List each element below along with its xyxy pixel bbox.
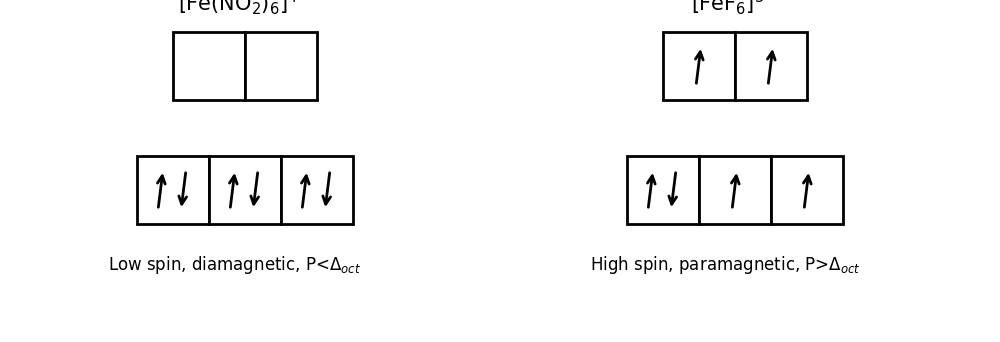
Bar xyxy=(281,156,353,224)
Bar xyxy=(209,156,281,224)
Bar xyxy=(771,156,843,224)
Text: [Fe(NO$_2$)$_6$]$^{4-}$: [Fe(NO$_2$)$_6$]$^{4-}$ xyxy=(178,0,312,17)
Bar xyxy=(663,32,735,100)
Text: Low spin, diamagnetic, P<$\Delta_{oct}$: Low spin, diamagnetic, P<$\Delta_{oct}$ xyxy=(108,254,362,276)
Bar xyxy=(627,156,699,224)
Bar xyxy=(173,32,245,100)
Bar xyxy=(735,32,807,100)
Text: [FeF$_6$]$^{3-}$: [FeF$_6$]$^{3-}$ xyxy=(691,0,779,17)
Bar xyxy=(699,156,771,224)
Text: High spin, paramagnetic, P>$\Delta_{oct}$: High spin, paramagnetic, P>$\Delta_{oct}… xyxy=(590,254,860,276)
Bar xyxy=(137,156,209,224)
Bar xyxy=(245,32,317,100)
